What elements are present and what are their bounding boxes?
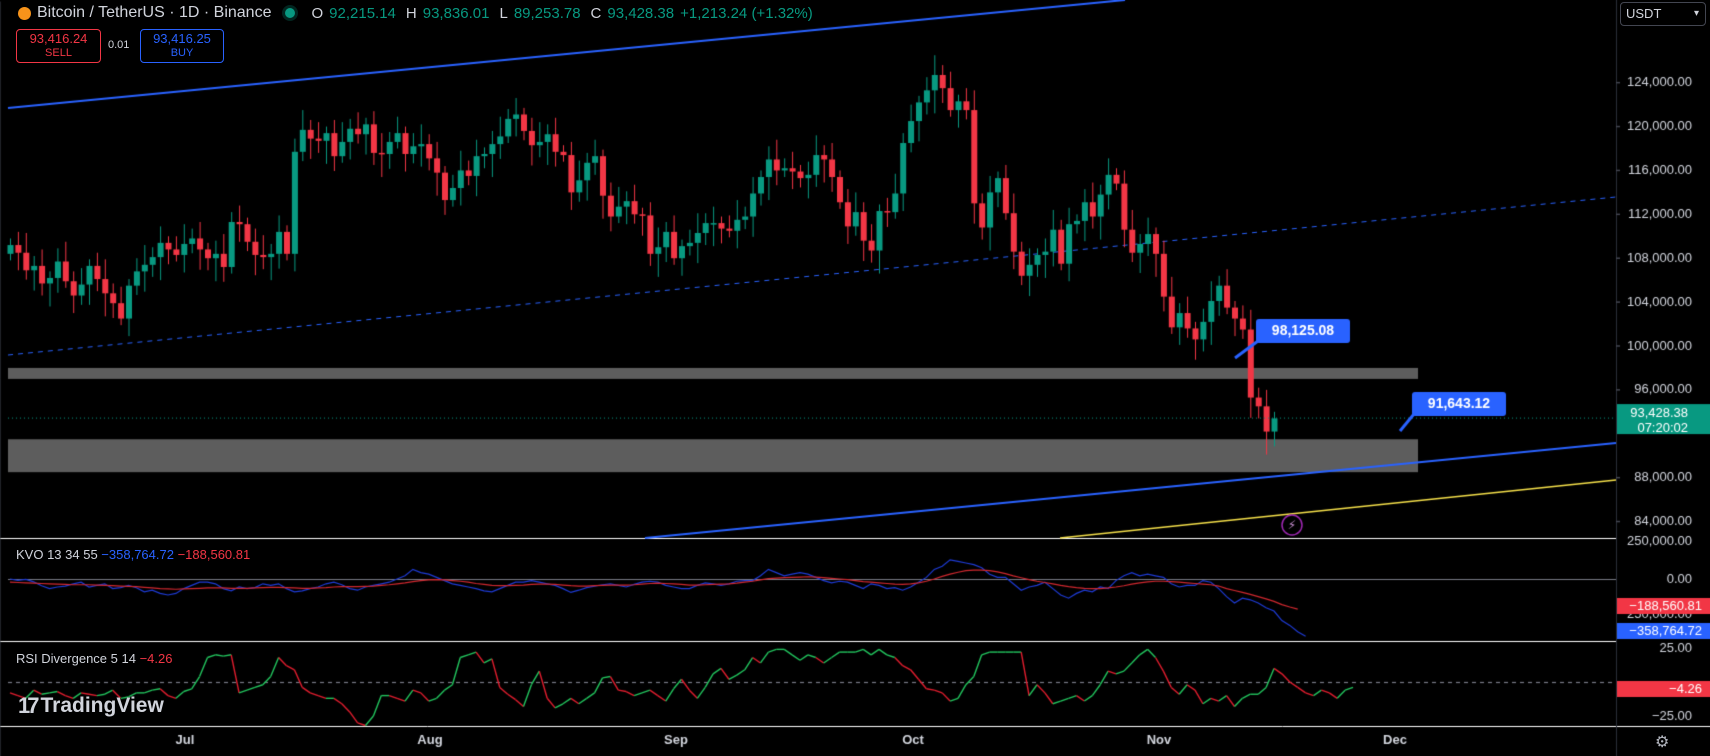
currency-select[interactable]: USDT ▾ — [1620, 2, 1706, 26]
change-value: +1,213.24 (+1.32%) — [680, 4, 813, 22]
currency-value: USDT — [1626, 6, 1662, 21]
rsi-value: −4.26 — [139, 651, 173, 666]
settings-gear-icon[interactable]: ⚙ — [1655, 734, 1670, 751]
kvo-value-2: −188,560.81 — [177, 547, 251, 562]
close-label: C — [590, 4, 602, 22]
chevron-down-icon: ▾ — [1693, 8, 1699, 19]
buy-price: 93,416.25 — [153, 31, 211, 46]
kvo-name: KVO 13 34 55 — [16, 547, 98, 562]
sell-button[interactable]: 93,416.24 SELL — [16, 29, 101, 63]
spread-value: 0.01 — [108, 39, 130, 51]
kvo-value-1: −358,764.72 — [101, 547, 174, 562]
symbol-title[interactable]: Bitcoin / TetherUS · 1D · Binance — [37, 4, 272, 21]
sell-label: SELL — [45, 47, 72, 59]
rsi-indicator-legend[interactable]: RSI Divergence 5 14 −4.26 — [16, 651, 172, 666]
low-value: 89,253.78 — [513, 4, 581, 22]
close-value: 93,428.38 — [607, 4, 675, 22]
bitcoin-coin-icon — [18, 6, 31, 20]
buy-button[interactable]: 93,416.25 BUY — [140, 29, 224, 63]
tradingview-logo-icon: 17 — [18, 693, 40, 718]
market-open-status-icon — [285, 8, 296, 18]
low-label: L — [499, 4, 508, 22]
high-value: 93,836.01 — [422, 4, 490, 22]
open-label: O — [311, 4, 324, 22]
chart-header: Bitcoin / TetherUS · 1D · Binance O 92,21… — [18, 4, 813, 22]
rsi-name: RSI Divergence 5 14 — [16, 651, 136, 666]
open-value: 92,215.14 — [329, 4, 396, 22]
high-label: H — [405, 4, 417, 22]
tradingview-logo[interactable]: 17 TradingView — [18, 693, 164, 719]
kvo-indicator-legend[interactable]: KVO 13 34 55 −358,764.72 −188,560.81 — [16, 547, 250, 562]
sell-price: 93,416.24 — [29, 31, 88, 46]
buy-label: BUY — [170, 47, 194, 59]
brand-name: TradingView — [40, 694, 164, 717]
